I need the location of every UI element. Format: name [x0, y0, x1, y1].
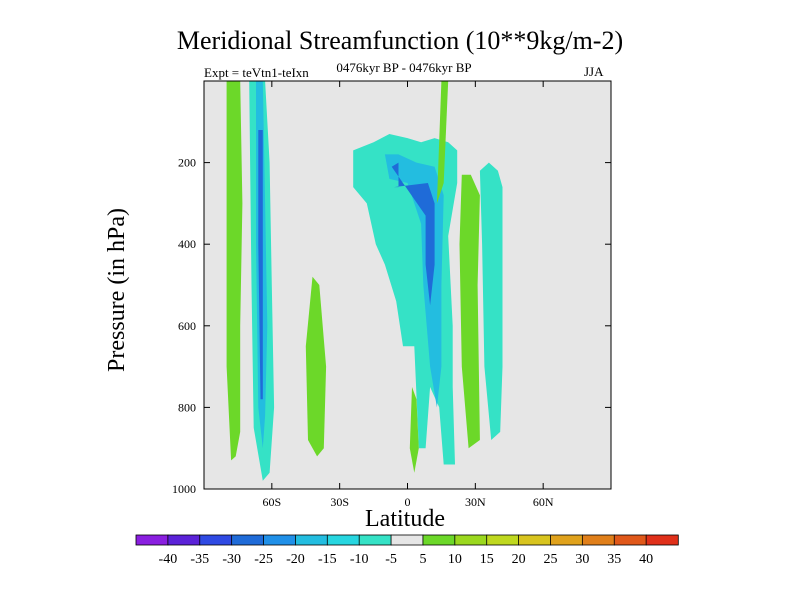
y-tick-label: 1000 [172, 482, 196, 496]
chart-subtitle: 0476kyr BP - 0476kyr BP [336, 60, 472, 75]
colorbar-swatch [518, 534, 552, 546]
colorbar-swatch [454, 534, 488, 546]
x-tick-label: 30S [330, 495, 349, 509]
x-tick-label: 30N [465, 495, 486, 509]
colorbar-swatch [326, 534, 360, 546]
colorbar-label: -40 [159, 552, 178, 567]
colorbar: -40 -35 -30 -25 -20 -15 -10 -5 5 10 15 20 25 30 35 40 [135, 534, 679, 567]
chart-title: Meridional Streamfunction (10**9kg/m-2) [176, 26, 624, 55]
colorbar-label: 25 [543, 552, 557, 567]
contour-region-negative-cell-40N [479, 162, 503, 440]
colorbar-label: -30 [222, 552, 241, 567]
colorbar-swatch [263, 534, 297, 546]
contour-region-positive-cell-20N [436, 81, 449, 204]
colorbar-label: -15 [318, 552, 337, 567]
x-axis-label: Latitude [365, 506, 445, 532]
axis-ticks: 60S 30S 0 30N 60N 200 400 600 800 1000 [172, 81, 611, 509]
colorbar-label: -20 [286, 552, 305, 567]
contour-region-negative-cell-62S-max [258, 130, 263, 400]
colorbar-swatch [295, 534, 328, 546]
colorbar-swatch [231, 534, 265, 546]
colorbar-label: 40 [639, 552, 653, 567]
x-tick-label: 60S [262, 495, 281, 509]
colorbar-swatch [486, 534, 520, 546]
y-tick-label: 400 [178, 237, 196, 251]
season-label: JJA [584, 64, 604, 79]
colorbar-label: -25 [254, 552, 273, 567]
colorbar-swatch [199, 534, 233, 546]
colorbar-swatch [550, 534, 584, 546]
experiment-label: Expt = teVtn1-teIxn [204, 65, 309, 80]
contour-regions [226, 81, 503, 481]
colorbar-swatch [613, 534, 647, 546]
contour-region-positive-cell-70S [226, 81, 243, 461]
colorbar-swatch [422, 534, 456, 546]
y-tick-label: 200 [178, 156, 196, 170]
colorbar-label: 35 [607, 552, 621, 567]
colorbar-label: 30 [575, 552, 589, 567]
colorbar-label: -10 [350, 552, 369, 567]
y-tick-label: 800 [178, 400, 196, 414]
contour-region-positive-cell-3N [409, 387, 419, 473]
colorbar-label: 5 [419, 552, 426, 567]
colorbar-swatch [390, 534, 424, 546]
colorbar-swatch [167, 534, 201, 546]
colorbar-swatch [358, 534, 392, 546]
colorbar-swatch [645, 534, 679, 546]
contour-region-positive-cell-26N [459, 174, 480, 449]
y-tick-label: 600 [178, 319, 196, 333]
colorbar-swatch [581, 534, 615, 546]
contour-region-negative-cell-tropics-max [391, 162, 435, 306]
colorbar-swatch [135, 534, 169, 546]
colorbar-label: 10 [448, 552, 462, 567]
colorbar-label: 15 [480, 552, 494, 567]
colorbar-label: -35 [190, 552, 209, 567]
x-tick-label: 60N [533, 495, 554, 509]
colorbar-label: -5 [385, 552, 397, 567]
x-tick-label: 0 [405, 495, 411, 509]
colorbar-label: 20 [512, 552, 526, 567]
contour-region-positive-cell-40S [305, 276, 327, 457]
